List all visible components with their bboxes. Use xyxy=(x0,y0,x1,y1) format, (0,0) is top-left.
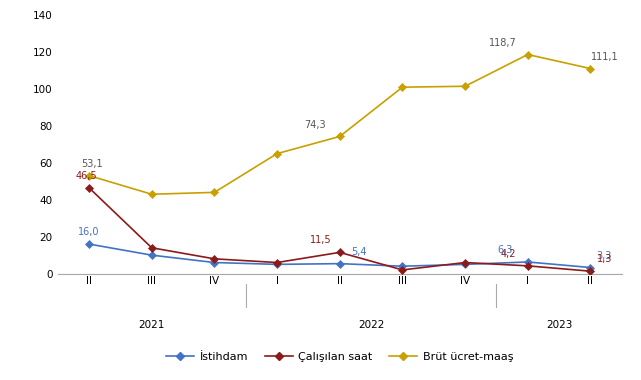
Text: 118,7: 118,7 xyxy=(489,38,517,48)
Text: 5,4: 5,4 xyxy=(351,247,367,256)
Text: 2022: 2022 xyxy=(358,320,384,330)
Text: 111,1: 111,1 xyxy=(590,52,618,62)
Legend: İstihdam, Çalışılan saat, Brüt ücret-maaş: İstihdam, Çalışılan saat, Brüt ücret-maa… xyxy=(162,347,517,366)
Text: 6,3: 6,3 xyxy=(498,245,513,255)
Text: 53,1: 53,1 xyxy=(81,158,103,169)
Text: 16,0: 16,0 xyxy=(78,227,100,237)
Text: 74,3: 74,3 xyxy=(304,120,326,130)
Text: 46,5: 46,5 xyxy=(76,171,97,181)
Text: 4,2: 4,2 xyxy=(501,249,516,259)
Text: 2023: 2023 xyxy=(546,320,572,330)
Text: 2021: 2021 xyxy=(138,320,165,330)
Text: 3,3: 3,3 xyxy=(597,250,612,261)
Text: 11,5: 11,5 xyxy=(310,236,331,245)
Text: 1,3: 1,3 xyxy=(597,254,612,264)
